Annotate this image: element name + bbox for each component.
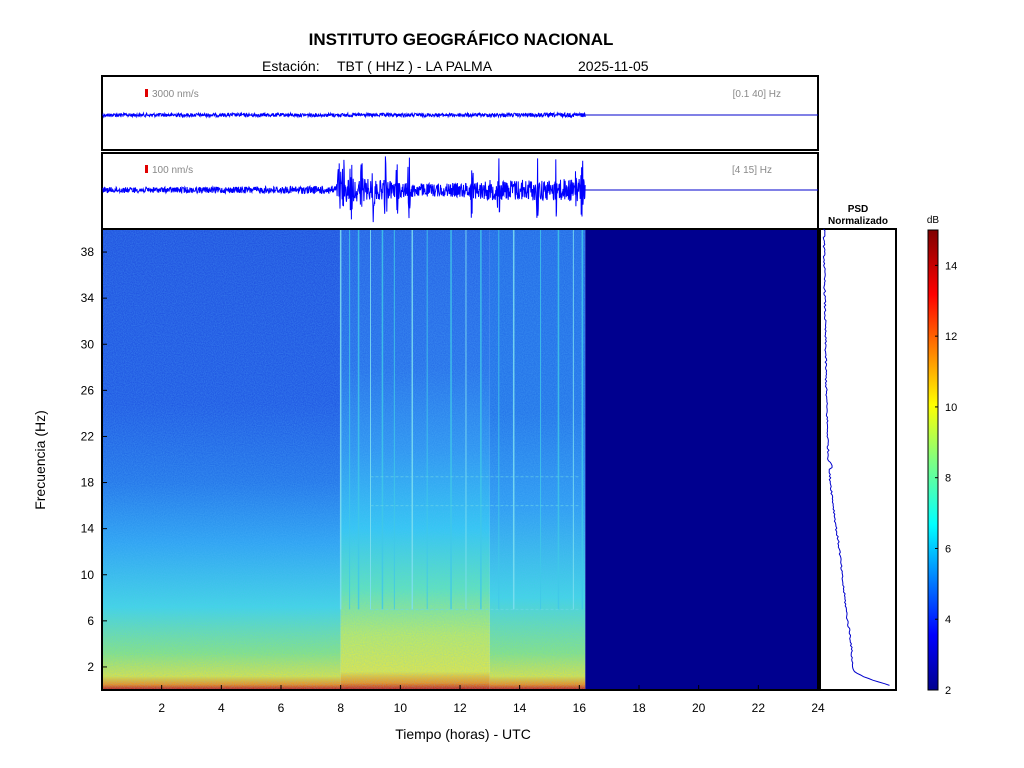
colorbar-tick-label: 2 [945,685,951,697]
colorbar-label: dB [927,215,940,226]
colorbar-tick-label: 4 [945,614,951,626]
y-tick-label: 22 [81,429,95,443]
station-name: TBT ( HHZ ) - LA PALMA [337,58,493,74]
x-tick-label: 8 [337,701,344,715]
colorbar-scale [927,229,939,691]
x-axis-ticks: 2 4 6 8 10 12 14 16 18 20 22 24 [158,685,825,715]
colorbar-tick-label: 6 [945,543,951,555]
x-tick-label: 18 [632,701,646,715]
colorbar-tick-label: 14 [945,260,957,272]
seismogram-filtered-scale: 100 nm/s [152,165,193,176]
y-tick-label: 10 [81,568,95,582]
seismogram-filtered-trace [102,156,586,223]
y-tick-label: 26 [81,383,95,397]
seismogram-broadband-band: [0.1 40] Hz [733,89,781,100]
seismogram-broadband-scale: 3000 nm/s [152,89,199,100]
x-tick-label: 20 [692,701,706,715]
x-tick-label: 16 [573,701,587,715]
psd-title: PSD [848,204,869,215]
y-tick-label: 18 [81,476,95,490]
y-tick-label: 38 [81,245,95,259]
colorbar-tick-label: 10 [945,402,957,414]
y-tick-label: 30 [81,337,95,351]
seismogram-filtered-band: [4 15] Hz [732,165,772,176]
x-tick-label: 22 [752,701,766,715]
x-tick-label: 24 [811,701,825,715]
colorbar: dB 2 4 6 8 10 12 14 [927,215,957,697]
colorbar-ticks: 2 4 6 8 10 12 14 [935,260,957,697]
psd-panel: PSD Normalizado [819,204,897,691]
colorbar-tick-label: 12 [945,331,957,343]
seismogram-broadband-trace [102,111,586,119]
y-axis-label: Frecuencia (Hz) [32,410,48,510]
y-tick-label: 14 [81,522,95,536]
x-tick-label: 2 [158,701,165,715]
x-tick-label: 14 [513,701,527,715]
x-tick-label: 12 [453,701,467,715]
seismogram-broadband-panel: 3000 nm/s [0.1 40] Hz [101,75,819,151]
spectrogram-noise [102,229,586,690]
scale-bar-marker-2 [145,165,148,173]
spectrogram-no-data [585,229,818,690]
station-date: 2025-11-05 [578,58,649,74]
x-tick-label: 6 [278,701,285,715]
psd-line [822,228,890,686]
x-axis-label: Tiempo (horas) - UTC [395,726,531,742]
seismogram-filtered-panel: 100 nm/s [4 15] Hz [101,152,819,230]
y-tick-label: 34 [81,291,95,305]
x-tick-label: 10 [394,701,408,715]
page-title: INSTITUTO GEOGRÁFICO NACIONAL [309,30,614,49]
x-tick-label: 4 [218,701,225,715]
spectrogram-area [102,229,818,690]
y-tick-label: 2 [87,660,94,674]
scale-bar-marker-1 [145,89,148,97]
y-tick-label: 6 [87,614,94,628]
spectrogram-panel: 2 4 6 8 10 12 14 16 18 20 22 24 261014182226303438 … [32,228,825,742]
station-prefix: Estación: [262,58,320,74]
psd-subtitle: Normalizado [828,216,888,227]
psd-frame [819,228,897,691]
colorbar-tick-label: 8 [945,473,951,485]
